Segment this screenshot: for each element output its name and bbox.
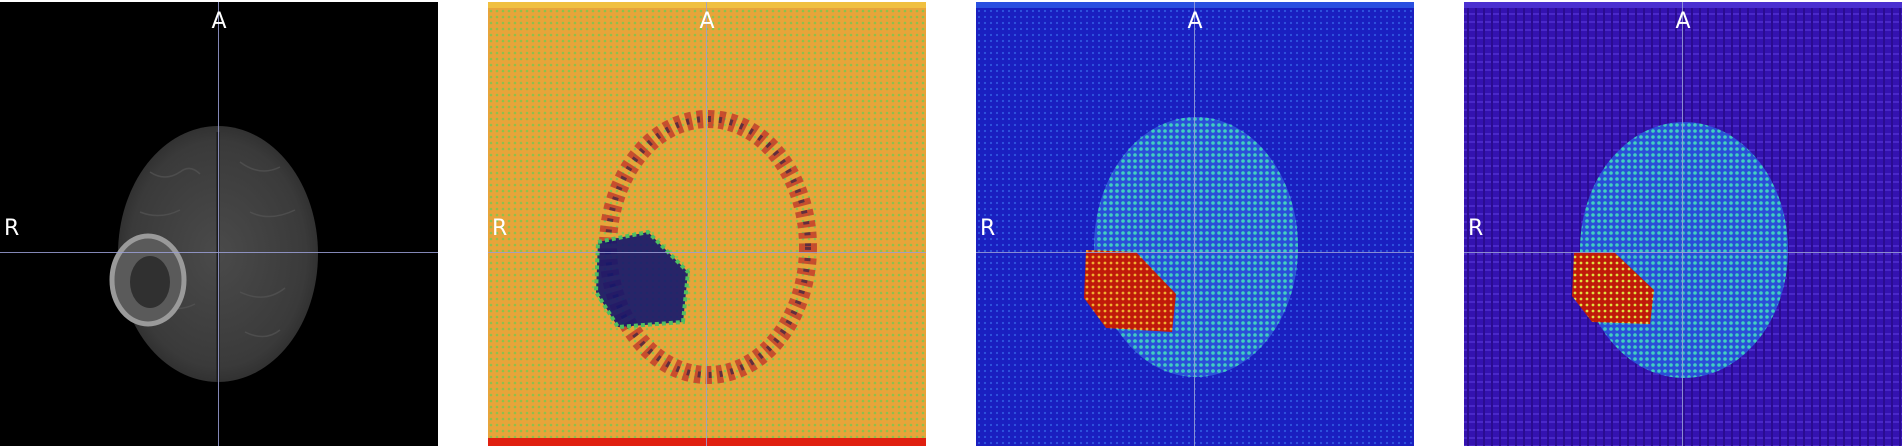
anterior-label: A xyxy=(1187,9,1203,34)
crosshair-vertical xyxy=(218,2,219,446)
right-label: R xyxy=(980,216,996,241)
orange-map-panel[interactable]: A R xyxy=(488,2,926,446)
crosshair-vertical xyxy=(1194,2,1195,446)
crosshair-horizontal xyxy=(976,252,1414,253)
crosshair-vertical xyxy=(706,2,707,446)
jet-map-image-1 xyxy=(976,2,1414,446)
crosshair-horizontal xyxy=(1464,252,1902,253)
right-label: R xyxy=(4,216,20,241)
crosshair-vertical xyxy=(1682,2,1683,446)
right-label: R xyxy=(1468,216,1484,241)
jet-map-image-2 xyxy=(1464,2,1902,446)
anterior-label: A xyxy=(211,9,227,34)
jet-map-panel-1[interactable]: A R xyxy=(976,2,1414,446)
jet-map-panel-2[interactable]: A R xyxy=(1464,2,1902,446)
crosshair-horizontal xyxy=(0,252,438,253)
mri-slice-panel[interactable]: A R xyxy=(0,2,438,446)
anterior-label: A xyxy=(699,9,715,34)
right-label: R xyxy=(492,216,508,241)
orange-map-image xyxy=(488,2,926,446)
anterior-label: A xyxy=(1675,9,1691,34)
mri-slice-image xyxy=(109,126,318,382)
crosshair-horizontal xyxy=(488,252,926,253)
